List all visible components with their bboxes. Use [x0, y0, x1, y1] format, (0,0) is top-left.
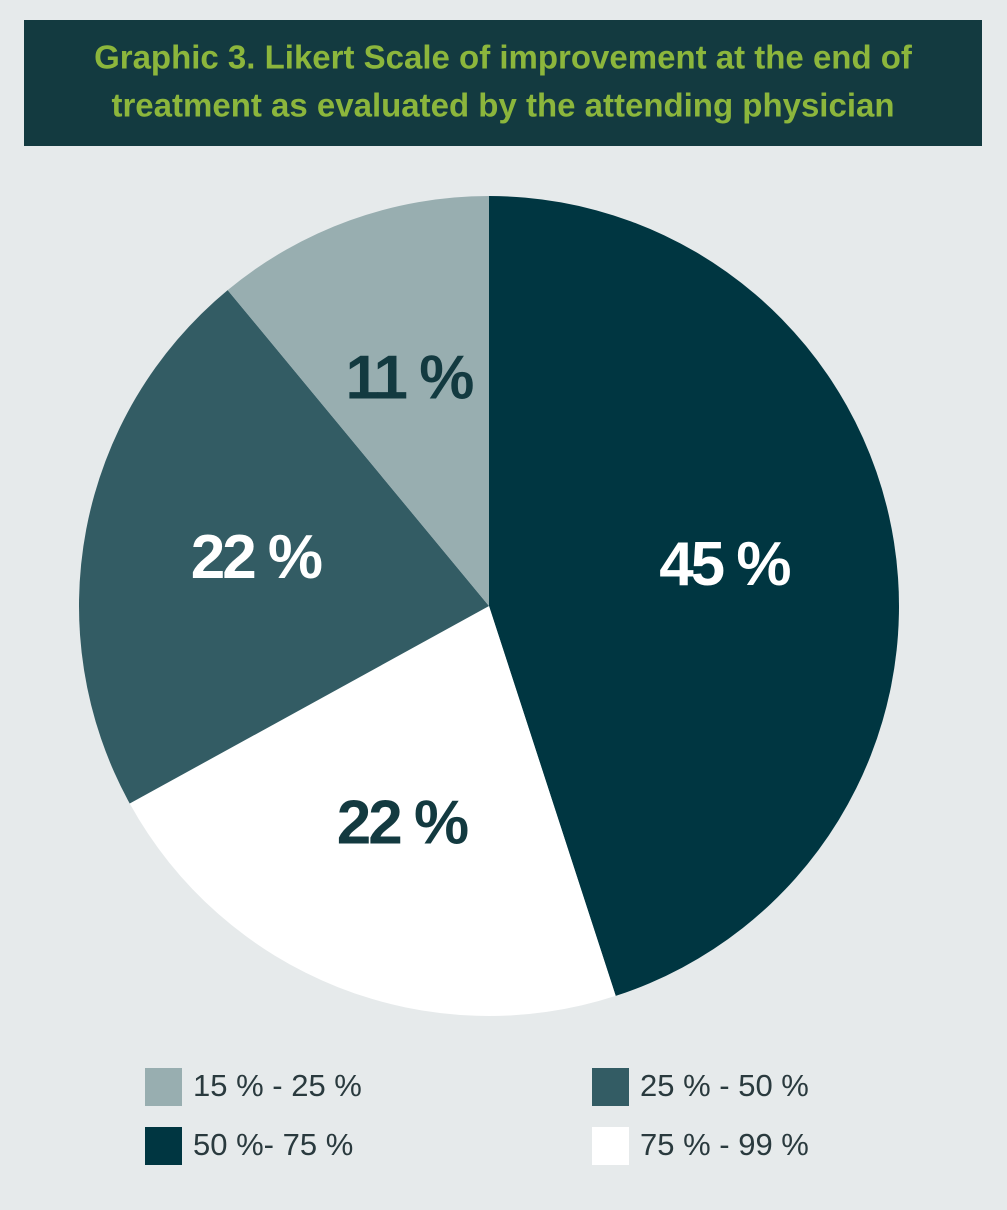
legend-label: 75 % - 99 % — [640, 1127, 809, 1162]
legend-label: 15 % - 25 % — [193, 1068, 362, 1103]
chart-title: treatment as evaluated by the attending … — [111, 87, 894, 124]
value-label: 22 % — [337, 788, 468, 857]
value-label: 11 % — [345, 344, 473, 413]
title-box — [24, 20, 982, 146]
legend-swatch — [592, 1068, 629, 1106]
legend-label: 25 % - 50 % — [640, 1068, 809, 1103]
legend-label: 50 %- 75 % — [193, 1127, 353, 1162]
pie-slice — [489, 196, 899, 996]
pie-slice — [79, 290, 490, 804]
legend-swatch — [145, 1068, 182, 1106]
pie-slice — [129, 606, 616, 1016]
value-label: 22 % — [191, 523, 322, 592]
legend-swatch — [145, 1127, 182, 1165]
chart-title: Graphic 3. Likert Scale of improvement a… — [94, 39, 913, 76]
value-label: 45 % — [659, 530, 790, 599]
legend-swatch — [592, 1127, 629, 1165]
pie-slice — [227, 196, 489, 606]
